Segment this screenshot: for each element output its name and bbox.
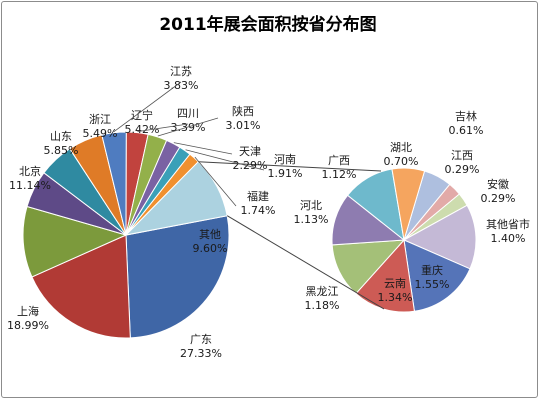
main-label-name-e59b9be5b79d: 四川 (177, 107, 199, 120)
main-label-value-e7a68fe5bbba: 1.74% (241, 204, 276, 217)
main-label-value-e99995e8a5bf: 3.01% (226, 119, 261, 132)
main-label-name-e5a4a9e6b4a5: 天津 (239, 145, 261, 158)
main-label-name-e7a68fe5bbba: 福建 (247, 189, 269, 203)
leader-line (185, 149, 265, 171)
secondary-label-name-e5b9bfe8a5bf: 广西 (328, 154, 350, 167)
main-label-name-e6b599e6b19f: 浙江 (89, 113, 111, 126)
secondary-slice-e9878de5ba86 (403, 239, 471, 312)
main-label-value-e4b88ae6b5b7: 18.99% (7, 319, 49, 332)
main-label-value-e58c97e4baac: 11.14% (9, 179, 51, 192)
main-label-value-e585b6e4bb96: 9.60% (193, 242, 228, 255)
main-label-value-e6b599e6b19f: 5.49% (83, 127, 118, 140)
main-label-name-e99995e8a5bf: 陕西 (232, 104, 254, 118)
secondary-label-name-e6b2b3e58c97: 河北 (300, 199, 322, 212)
secondary-label-value-e9878de5ba86: 1.55% (415, 278, 450, 291)
leader-line (157, 117, 219, 137)
secondary-slice-e6b996e58c97 (391, 167, 426, 241)
main-label-name-e58c97e4baac: 北京 (19, 164, 41, 178)
secondary-pie (331, 167, 477, 313)
chart-title: 2011年展会面积按省分布图 (159, 14, 376, 35)
main-slice-e4b88ae6b5b7 (31, 234, 131, 339)
secondary-label-value-e5ae89e5bebd: 0.29% (481, 192, 516, 205)
main-label-name-e6b2b3e58d97: 河南 (274, 153, 296, 166)
main-label-name-e5b1b1e4b89c: 山东 (50, 130, 72, 143)
main-label-value-e8bebde5ae81: 5.42% (125, 123, 160, 136)
main-label-name-e5b9bfe4b89c: 广东 (190, 333, 212, 346)
secondary-label-name-e6b19fe8a5bf: 江西 (451, 149, 473, 162)
secondary-label-value-e6b2b3e58c97: 1.13% (294, 213, 329, 226)
main-label-name-e4b88ae6b5b7: 上海 (17, 304, 39, 318)
secondary-slice-e585b6e4bb96e79c81e5b882 (402, 204, 477, 270)
main-slice-e58c97e4baac (22, 205, 128, 278)
leader-line (137, 123, 189, 133)
secondary-label-value-e59089e69e97: 0.61% (449, 124, 484, 137)
main-label-value-e5a4a9e6b4a5: 2.29% (233, 159, 268, 172)
connector-lines (198, 161, 385, 310)
leader-line (173, 142, 233, 155)
main-slice-e5b9bfe4b89c (125, 215, 230, 339)
secondary-label-value-e6b19fe8a5bf: 0.29% (445, 163, 480, 176)
secondary-label-name-e59089e69e97: 吉林 (455, 109, 477, 123)
main-label-name-e6b19fe88b8f: 江苏 (170, 65, 192, 78)
connector-line-top (198, 161, 382, 172)
secondary-label-name-e585b6e4bb96e79c81e5b882: 其他省市 (486, 217, 530, 231)
secondary-label-value-e6b996e58c97: 0.70% (384, 155, 419, 168)
leader-line (194, 156, 237, 207)
secondary-label-name-e9bb91e9be99e6b19f: 黑龙江 (306, 285, 339, 298)
secondary-label-name-e9878de5ba86: 重庆 (421, 263, 443, 277)
secondary-label-name-e6b996e58c97: 湖北 (390, 141, 412, 154)
secondary-label-value-e5b9bfe8a5bf: 1.12% (322, 168, 357, 181)
leader-line (113, 81, 182, 133)
connector-line-bottom (226, 215, 385, 310)
main-label-value-e6b2b3e58d97: 1.91% (268, 167, 303, 180)
main-label-name-e585b6e4bb96: 其他 (199, 228, 221, 241)
secondary-label-name-e5ae89e5bebd: 安徽 (487, 177, 509, 191)
secondary-label-value-e4ba91e58d97: 1.34% (378, 291, 413, 304)
main-label-value-e5b9bfe4b89c: 27.33% (180, 347, 222, 360)
main-label-value-e6b19fe88b8f: 3.83% (164, 79, 199, 92)
secondary-label-value-e585b6e4bb96e79c81e5b882: 1.40% (491, 232, 526, 245)
secondary-label-name-e4ba91e58d97: 云南 (384, 277, 406, 290)
main-pie (22, 131, 230, 339)
secondary-label-value-e9bb91e9be99e6b19f: 1.18% (305, 299, 340, 312)
main-label-value-e5b1b1e4b89c: 5.85% (44, 144, 79, 157)
main-label-name-e8bebde5ae81: 辽宁 (131, 108, 153, 122)
